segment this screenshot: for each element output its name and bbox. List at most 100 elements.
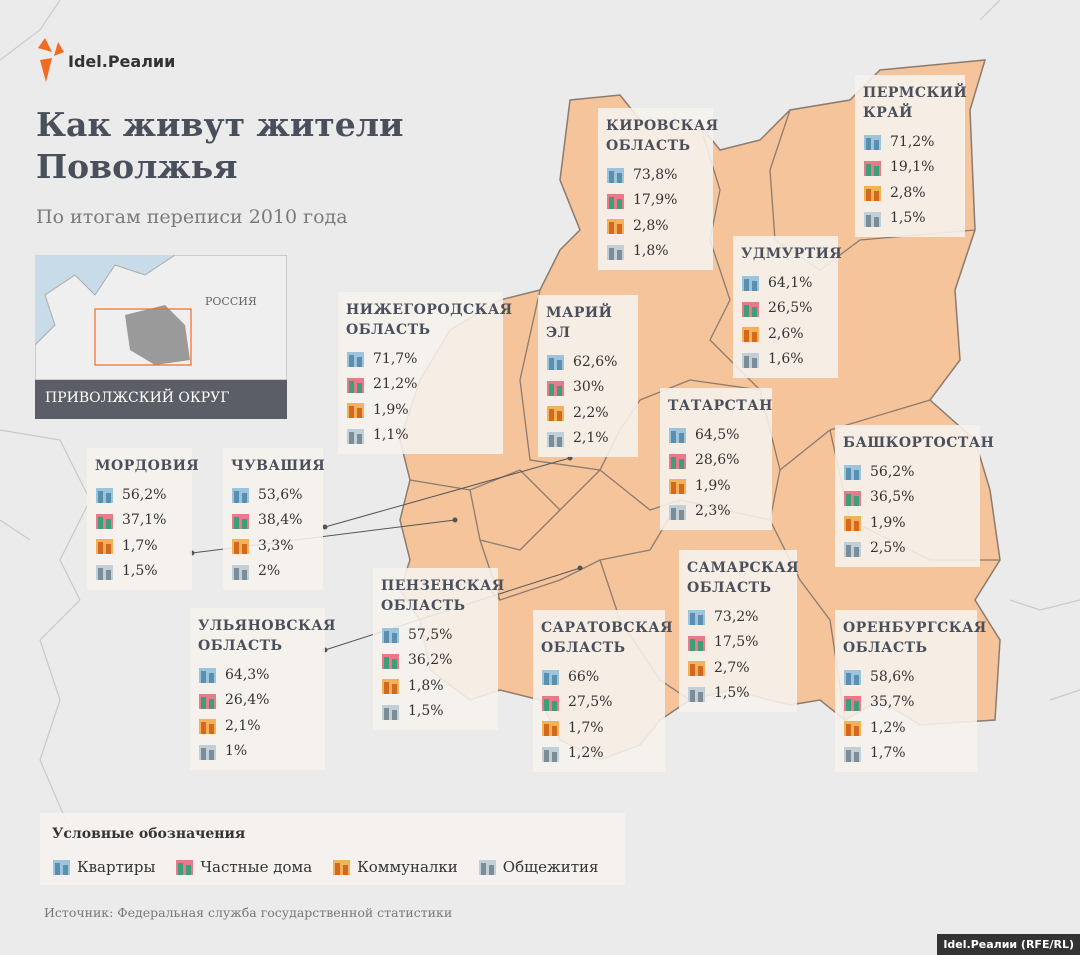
icon (844, 695, 861, 711)
region-value: 2,1% (573, 430, 609, 447)
region-row: 57,5% (381, 622, 490, 648)
icon (742, 327, 759, 343)
region-value: 36,2% (408, 652, 453, 669)
legend-item: Частные дома (175, 857, 312, 876)
icon (347, 352, 364, 368)
region-value: 73,2% (714, 608, 759, 625)
region-name: УЛЬЯНОВСКАЯ ОБЛАСТЬ (198, 618, 337, 654)
region-row: 36,5% (843, 485, 972, 511)
icon (53, 860, 70, 875)
icon (844, 541, 861, 557)
region-row: 2,3% (668, 499, 764, 525)
region-box: НИЖЕГОРОДСКАЯ ОБЛАСТЬ 71,7% 21,2% 1,9% 1,1% (338, 292, 512, 454)
icon (688, 610, 705, 626)
icon (844, 490, 861, 506)
region-name: ПЕНЗЕНСКАЯ ОБЛАСТЬ (381, 578, 505, 614)
region-value: 1,7% (870, 745, 906, 762)
region-name: ЧУВАШИЯ (231, 458, 326, 474)
icon (607, 193, 624, 209)
region-row: 2,8% (606, 213, 705, 239)
region-row: 58,6% (843, 664, 969, 690)
icon (542, 695, 559, 711)
legend: Условные обозначения Квартиры Частные дом… (40, 813, 625, 885)
region-box: КИРОВСКАЯ ОБЛАСТЬ 73,8% 17,9% 2,8% 1,8% (598, 108, 719, 270)
region-box: ЧУВАШИЯ 53,6% 38,4% 3,3% 2% (223, 448, 326, 590)
region-box: ПЕНЗЕНСКАЯ ОБЛАСТЬ 57,5% 36,2% 1,8% 1,5% (373, 568, 505, 730)
region-value: 1,5% (714, 685, 750, 702)
region-row: 1,2% (843, 715, 969, 741)
region-row: 2,6% (741, 321, 830, 347)
icon (844, 670, 861, 686)
region-value: 36,5% (870, 489, 915, 506)
region-row: 3,3% (231, 533, 315, 559)
icon (199, 719, 216, 735)
region-value: 2,3% (695, 503, 731, 520)
region-row: 37,1% (95, 508, 184, 534)
region-value: 1,6% (768, 351, 804, 368)
icon (547, 406, 564, 422)
inset-district: ПРИВОЛЖСКИЙ ОКРУГ (35, 380, 287, 419)
legend-item: Общежития (478, 857, 599, 876)
region-row: 64,5% (668, 422, 764, 448)
region-value: 2,7% (714, 659, 750, 676)
region-value: 2,6% (768, 325, 804, 342)
background-borders (0, 0, 1080, 831)
region-box: УДМУРТИЯ 64,1% 26,5% 2,6% 1,6% (733, 236, 843, 378)
icon (864, 160, 881, 176)
region-value: 62,6% (573, 353, 618, 370)
icon (478, 860, 496, 875)
region-row: 35,7% (843, 690, 969, 716)
icon (669, 479, 686, 495)
icon (347, 428, 364, 444)
region-value: 17,5% (714, 634, 759, 651)
region-row: 19,1% (863, 155, 957, 181)
region-value: 2,8% (890, 184, 926, 201)
region-row: 64,3% (198, 662, 317, 688)
region-row: 1% (198, 739, 317, 765)
icon (742, 276, 759, 292)
inset-map: РОССИЯ ПРИВОЛЖСКИЙ ОКРУГ (35, 255, 287, 419)
region-row: 2,5% (843, 536, 972, 562)
region-value: 1,8% (408, 677, 444, 694)
region-row: 1,2% (541, 741, 657, 767)
region-value: 57,5% (408, 626, 453, 643)
region-row: 71,2% (863, 129, 957, 155)
legend-label: Коммуналки (357, 857, 458, 876)
icon (96, 513, 113, 529)
region-value: 58,6% (870, 668, 915, 685)
region-box: ПЕРМСКИЙ КРАЙ 71,2% 19,1% 2,8% 1,5% (855, 75, 967, 237)
region-value: 2% (258, 563, 281, 580)
region-row: 1,5% (687, 681, 789, 707)
icon (382, 679, 399, 695)
icon (382, 628, 399, 644)
region-value: 64,5% (695, 426, 740, 443)
region-row: 56,2% (95, 482, 184, 508)
legend-item: Коммуналки (332, 857, 458, 876)
inset-country: РОССИЯ (205, 295, 257, 308)
region-row: 2,1% (198, 713, 317, 739)
region-name: УДМУРТИЯ (741, 246, 843, 262)
region-name: КИРОВСКАЯ ОБЛАСТЬ (606, 118, 719, 154)
region-row: 1,8% (606, 239, 705, 265)
region-value: 1,9% (870, 514, 906, 531)
region-row: 1,5% (95, 559, 184, 585)
region-row: 2,1% (546, 426, 630, 452)
region-row: 38,4% (231, 508, 315, 534)
region-value: 1,7% (122, 537, 158, 554)
icon (542, 670, 559, 686)
region-row: 64,1% (741, 270, 830, 296)
region-name: ОРЕНБУРГСКАЯ ОБЛАСТЬ (843, 620, 987, 656)
icon (542, 746, 559, 762)
region-row: 71,7% (346, 346, 495, 372)
region-row: 21,2% (346, 372, 495, 398)
legend-title: Условные обозначения (52, 826, 246, 842)
icon (844, 465, 861, 481)
region-value: 1% (225, 743, 248, 760)
icon (347, 403, 364, 419)
region-value: 2,1% (225, 717, 261, 734)
region-value: 28,6% (695, 452, 740, 469)
region-value: 1,1% (373, 427, 409, 444)
region-value: 17,9% (633, 192, 678, 209)
region-box: БАШКОРТОСТАН 56,2% 36,5% 1,9% 2,5% (835, 425, 994, 567)
